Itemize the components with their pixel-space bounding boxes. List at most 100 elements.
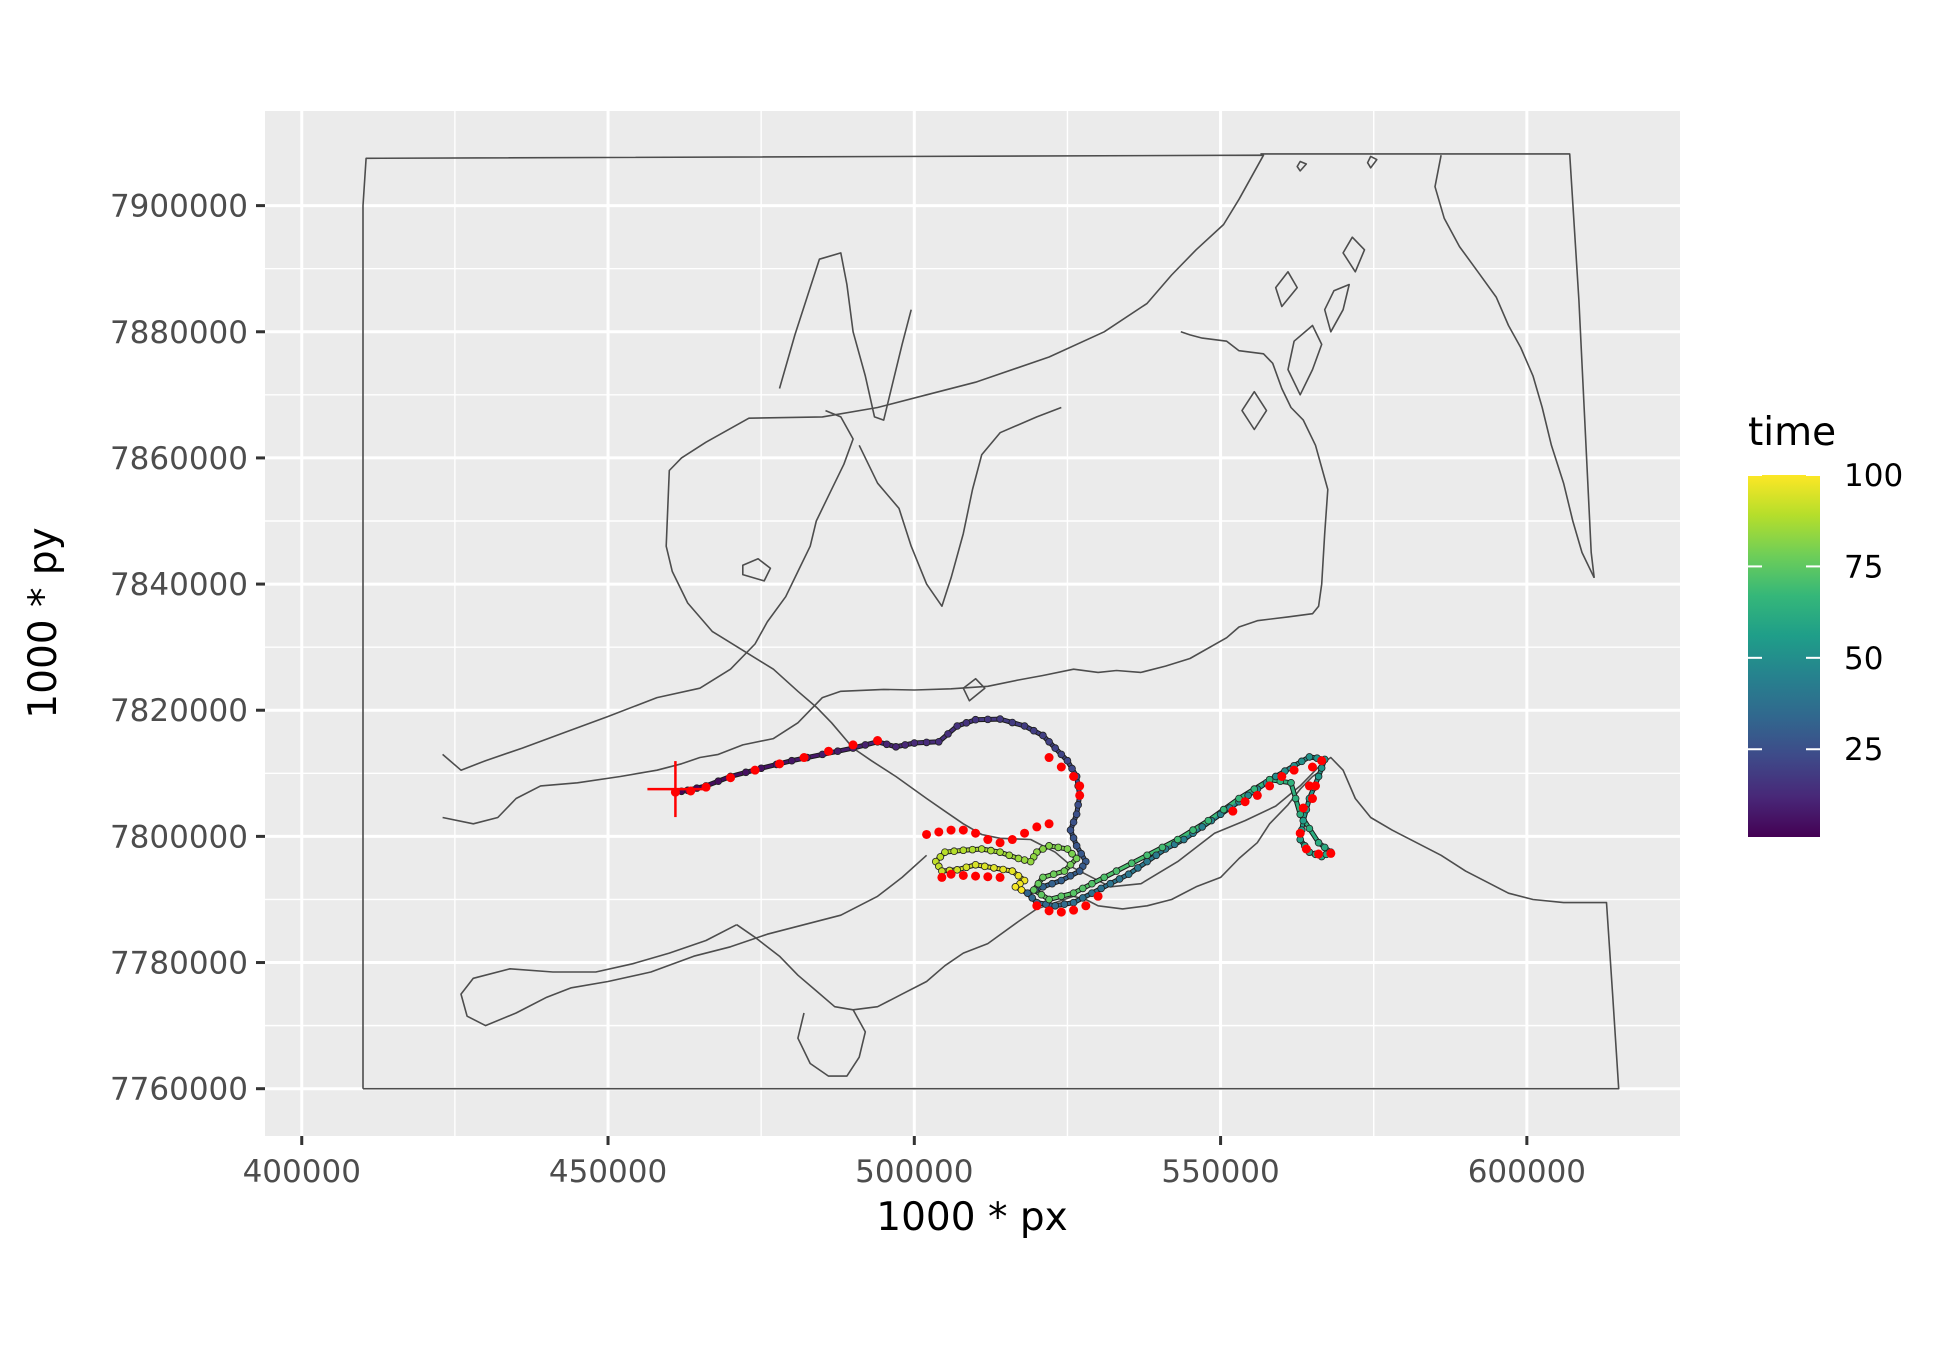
track-point <box>1023 889 1032 897</box>
observed-point <box>1289 765 1299 775</box>
map-island <box>1296 160 1308 172</box>
observed-point <box>1081 901 1091 911</box>
track-point <box>1068 764 1076 773</box>
track-point <box>1045 737 1053 746</box>
track-point <box>990 864 998 872</box>
track-point <box>1051 901 1059 910</box>
track-point <box>1060 900 1069 908</box>
track-point <box>1045 842 1053 850</box>
observed-point <box>1044 906 1054 916</box>
observed-point <box>1314 849 1324 859</box>
track-point <box>1305 824 1314 833</box>
track-point <box>1112 867 1121 875</box>
map-island <box>1366 155 1378 169</box>
x-tick-label: 450000 <box>549 1154 667 1190</box>
track-point <box>1066 872 1075 880</box>
map-lake <box>741 557 772 582</box>
track-point <box>1011 883 1020 891</box>
track-point <box>1317 764 1326 772</box>
observed-point <box>775 759 785 769</box>
observed-point <box>958 870 968 880</box>
map-inlet-middle <box>858 406 1062 608</box>
legend-label: 50 <box>1844 641 1883 677</box>
observed-point <box>937 872 947 882</box>
observed-point <box>1075 790 1085 800</box>
track-point <box>953 722 961 730</box>
track-point <box>1305 753 1314 761</box>
track-point <box>910 739 919 747</box>
map-outlines <box>362 153 1620 1090</box>
track-point <box>1074 801 1082 809</box>
track-point <box>944 730 952 738</box>
observed-point <box>1295 828 1305 838</box>
x-tick-label: 400000 <box>243 1154 361 1190</box>
track-point <box>1017 886 1026 894</box>
track-point <box>1299 816 1308 825</box>
map-inlet-north <box>778 252 912 421</box>
observed-point <box>1020 828 1030 838</box>
legend-colorbar <box>1748 475 1820 837</box>
y-tick-label: 7800000 <box>110 819 248 855</box>
legend-label: 75 <box>1844 549 1883 585</box>
track-point <box>950 847 958 856</box>
track-point <box>1049 870 1058 879</box>
observed-point <box>1311 781 1321 791</box>
track-point <box>1037 890 1046 899</box>
track-point <box>1060 867 1069 875</box>
track-point <box>984 715 992 724</box>
track-point <box>1127 859 1136 867</box>
observed-point <box>873 736 883 746</box>
track-point <box>1078 884 1087 893</box>
track-point <box>1204 816 1213 825</box>
track-point <box>1134 864 1142 872</box>
map-island <box>1323 283 1350 333</box>
observed-point <box>824 746 834 756</box>
track-point <box>1152 851 1161 860</box>
track-point <box>1039 731 1047 740</box>
track-point <box>1008 867 1017 875</box>
track-point <box>1106 879 1115 888</box>
observed-point <box>983 872 993 882</box>
track-point <box>1100 873 1108 882</box>
observed-point <box>1252 790 1262 800</box>
track-point <box>1072 854 1081 863</box>
map-northeast-coast <box>1434 155 1595 579</box>
observed-point <box>995 872 1005 882</box>
observed-point <box>1228 806 1238 816</box>
track-point <box>1028 894 1037 902</box>
track-point <box>1005 851 1014 860</box>
map-northeast-border <box>1260 153 1595 578</box>
track-point <box>987 846 995 855</box>
map-south-bay <box>460 854 928 1027</box>
observed-point <box>701 782 711 792</box>
map-island <box>1342 236 1366 273</box>
track-point <box>714 777 723 785</box>
map-inner-coast <box>442 331 1329 825</box>
observed-point <box>1044 753 1054 763</box>
track-point <box>1020 722 1029 730</box>
y-tick-label: 7840000 <box>110 567 248 603</box>
track-point <box>833 747 842 756</box>
map-west-arm <box>442 409 854 772</box>
track-point <box>882 740 891 749</box>
observed-point <box>1265 781 1275 791</box>
track-point <box>1219 805 1228 814</box>
map-south-lobe <box>797 1009 867 1077</box>
track-point <box>1014 854 1023 863</box>
observed-point <box>1007 835 1017 845</box>
track-point <box>1029 726 1038 735</box>
track-point <box>1077 849 1086 858</box>
legend-label: 25 <box>1844 732 1883 768</box>
map-island <box>1274 270 1298 308</box>
track-point <box>941 848 949 856</box>
track-point <box>971 860 980 869</box>
track-point <box>959 846 968 855</box>
track-point <box>1297 757 1306 766</box>
track-point <box>977 845 986 853</box>
track-point <box>1063 756 1072 765</box>
observed-point <box>1056 762 1066 772</box>
observed-point <box>750 765 760 775</box>
track-point <box>1097 884 1105 893</box>
observed-point <box>922 829 932 839</box>
